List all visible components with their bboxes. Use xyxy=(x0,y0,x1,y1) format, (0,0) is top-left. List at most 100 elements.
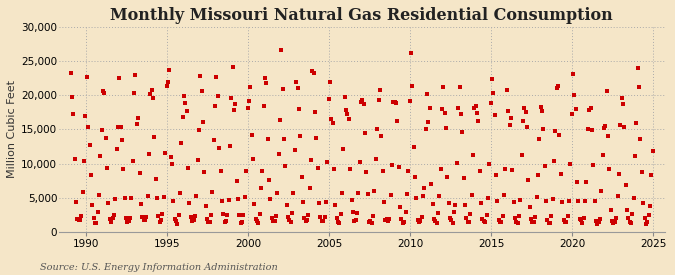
Point xyxy=(362,192,373,196)
Point xyxy=(164,67,175,72)
Point xyxy=(317,219,327,224)
Point xyxy=(360,130,371,135)
Point xyxy=(140,218,151,222)
Point xyxy=(95,154,106,158)
Point xyxy=(261,81,272,85)
Point xyxy=(237,219,248,224)
Point xyxy=(310,109,321,114)
Point xyxy=(114,76,125,80)
Point xyxy=(99,91,110,96)
Point xyxy=(132,122,142,126)
Point xyxy=(357,98,368,103)
Point xyxy=(128,159,138,163)
Point xyxy=(479,219,489,223)
Point xyxy=(497,214,508,218)
Point xyxy=(349,219,360,224)
Point xyxy=(233,197,244,201)
Point xyxy=(151,177,161,182)
Point xyxy=(211,75,222,79)
Point xyxy=(402,192,412,196)
Point xyxy=(508,199,519,204)
Point xyxy=(144,152,155,156)
Point xyxy=(240,194,250,199)
Point xyxy=(190,214,200,218)
Point xyxy=(117,138,128,142)
Point xyxy=(549,159,560,163)
Point xyxy=(376,134,387,138)
Point xyxy=(634,85,645,89)
Point xyxy=(573,199,584,204)
Point xyxy=(113,125,124,129)
Point xyxy=(84,143,95,147)
Point xyxy=(641,222,651,226)
Point xyxy=(542,218,553,222)
Point xyxy=(515,198,526,202)
Point xyxy=(492,199,503,203)
Point xyxy=(645,204,655,208)
Point xyxy=(126,195,137,200)
Point xyxy=(110,197,121,201)
Point xyxy=(361,170,372,174)
Point xyxy=(232,178,242,183)
Point xyxy=(322,160,333,164)
Point xyxy=(67,95,78,100)
Point xyxy=(461,216,472,220)
Point xyxy=(550,129,561,134)
Point xyxy=(445,216,456,220)
Point xyxy=(385,193,396,197)
Point xyxy=(371,156,381,161)
Point xyxy=(504,122,515,127)
Point xyxy=(367,221,377,226)
Point xyxy=(537,109,547,113)
Point xyxy=(533,173,543,177)
Point xyxy=(394,165,404,169)
Point xyxy=(352,211,362,216)
Point xyxy=(234,212,245,217)
Point xyxy=(638,201,649,205)
Point xyxy=(187,219,198,224)
Point xyxy=(290,148,300,152)
Point xyxy=(418,194,429,199)
Point xyxy=(106,220,117,225)
Point xyxy=(145,92,156,97)
Point xyxy=(576,218,587,222)
Point xyxy=(381,217,392,222)
Point xyxy=(70,157,80,161)
Point xyxy=(564,199,574,203)
Point xyxy=(577,221,588,225)
Point xyxy=(643,213,654,217)
Point xyxy=(325,79,335,84)
Point xyxy=(388,100,399,104)
Point xyxy=(304,186,315,191)
Point xyxy=(157,212,168,216)
Point xyxy=(356,100,367,104)
Point xyxy=(557,200,568,204)
Point xyxy=(396,217,407,222)
Point xyxy=(488,91,499,96)
Point xyxy=(345,166,356,171)
Point xyxy=(616,95,627,100)
Point xyxy=(452,160,462,165)
Point xyxy=(338,147,349,151)
Point xyxy=(637,170,647,174)
Point xyxy=(442,175,453,179)
Point xyxy=(121,216,132,220)
Point xyxy=(647,148,658,153)
Point xyxy=(260,75,271,80)
Point xyxy=(372,126,383,131)
Point xyxy=(585,106,596,110)
Point xyxy=(380,218,391,222)
Point xyxy=(101,136,111,140)
Point xyxy=(554,132,565,137)
Point xyxy=(217,199,227,203)
Point xyxy=(214,145,225,150)
Point xyxy=(153,214,164,218)
Point xyxy=(510,216,520,221)
Point xyxy=(76,214,87,218)
Point xyxy=(90,221,101,225)
Point xyxy=(518,119,529,123)
Point xyxy=(443,200,454,205)
Point xyxy=(458,176,469,180)
Point xyxy=(534,136,545,141)
Point xyxy=(138,218,149,222)
